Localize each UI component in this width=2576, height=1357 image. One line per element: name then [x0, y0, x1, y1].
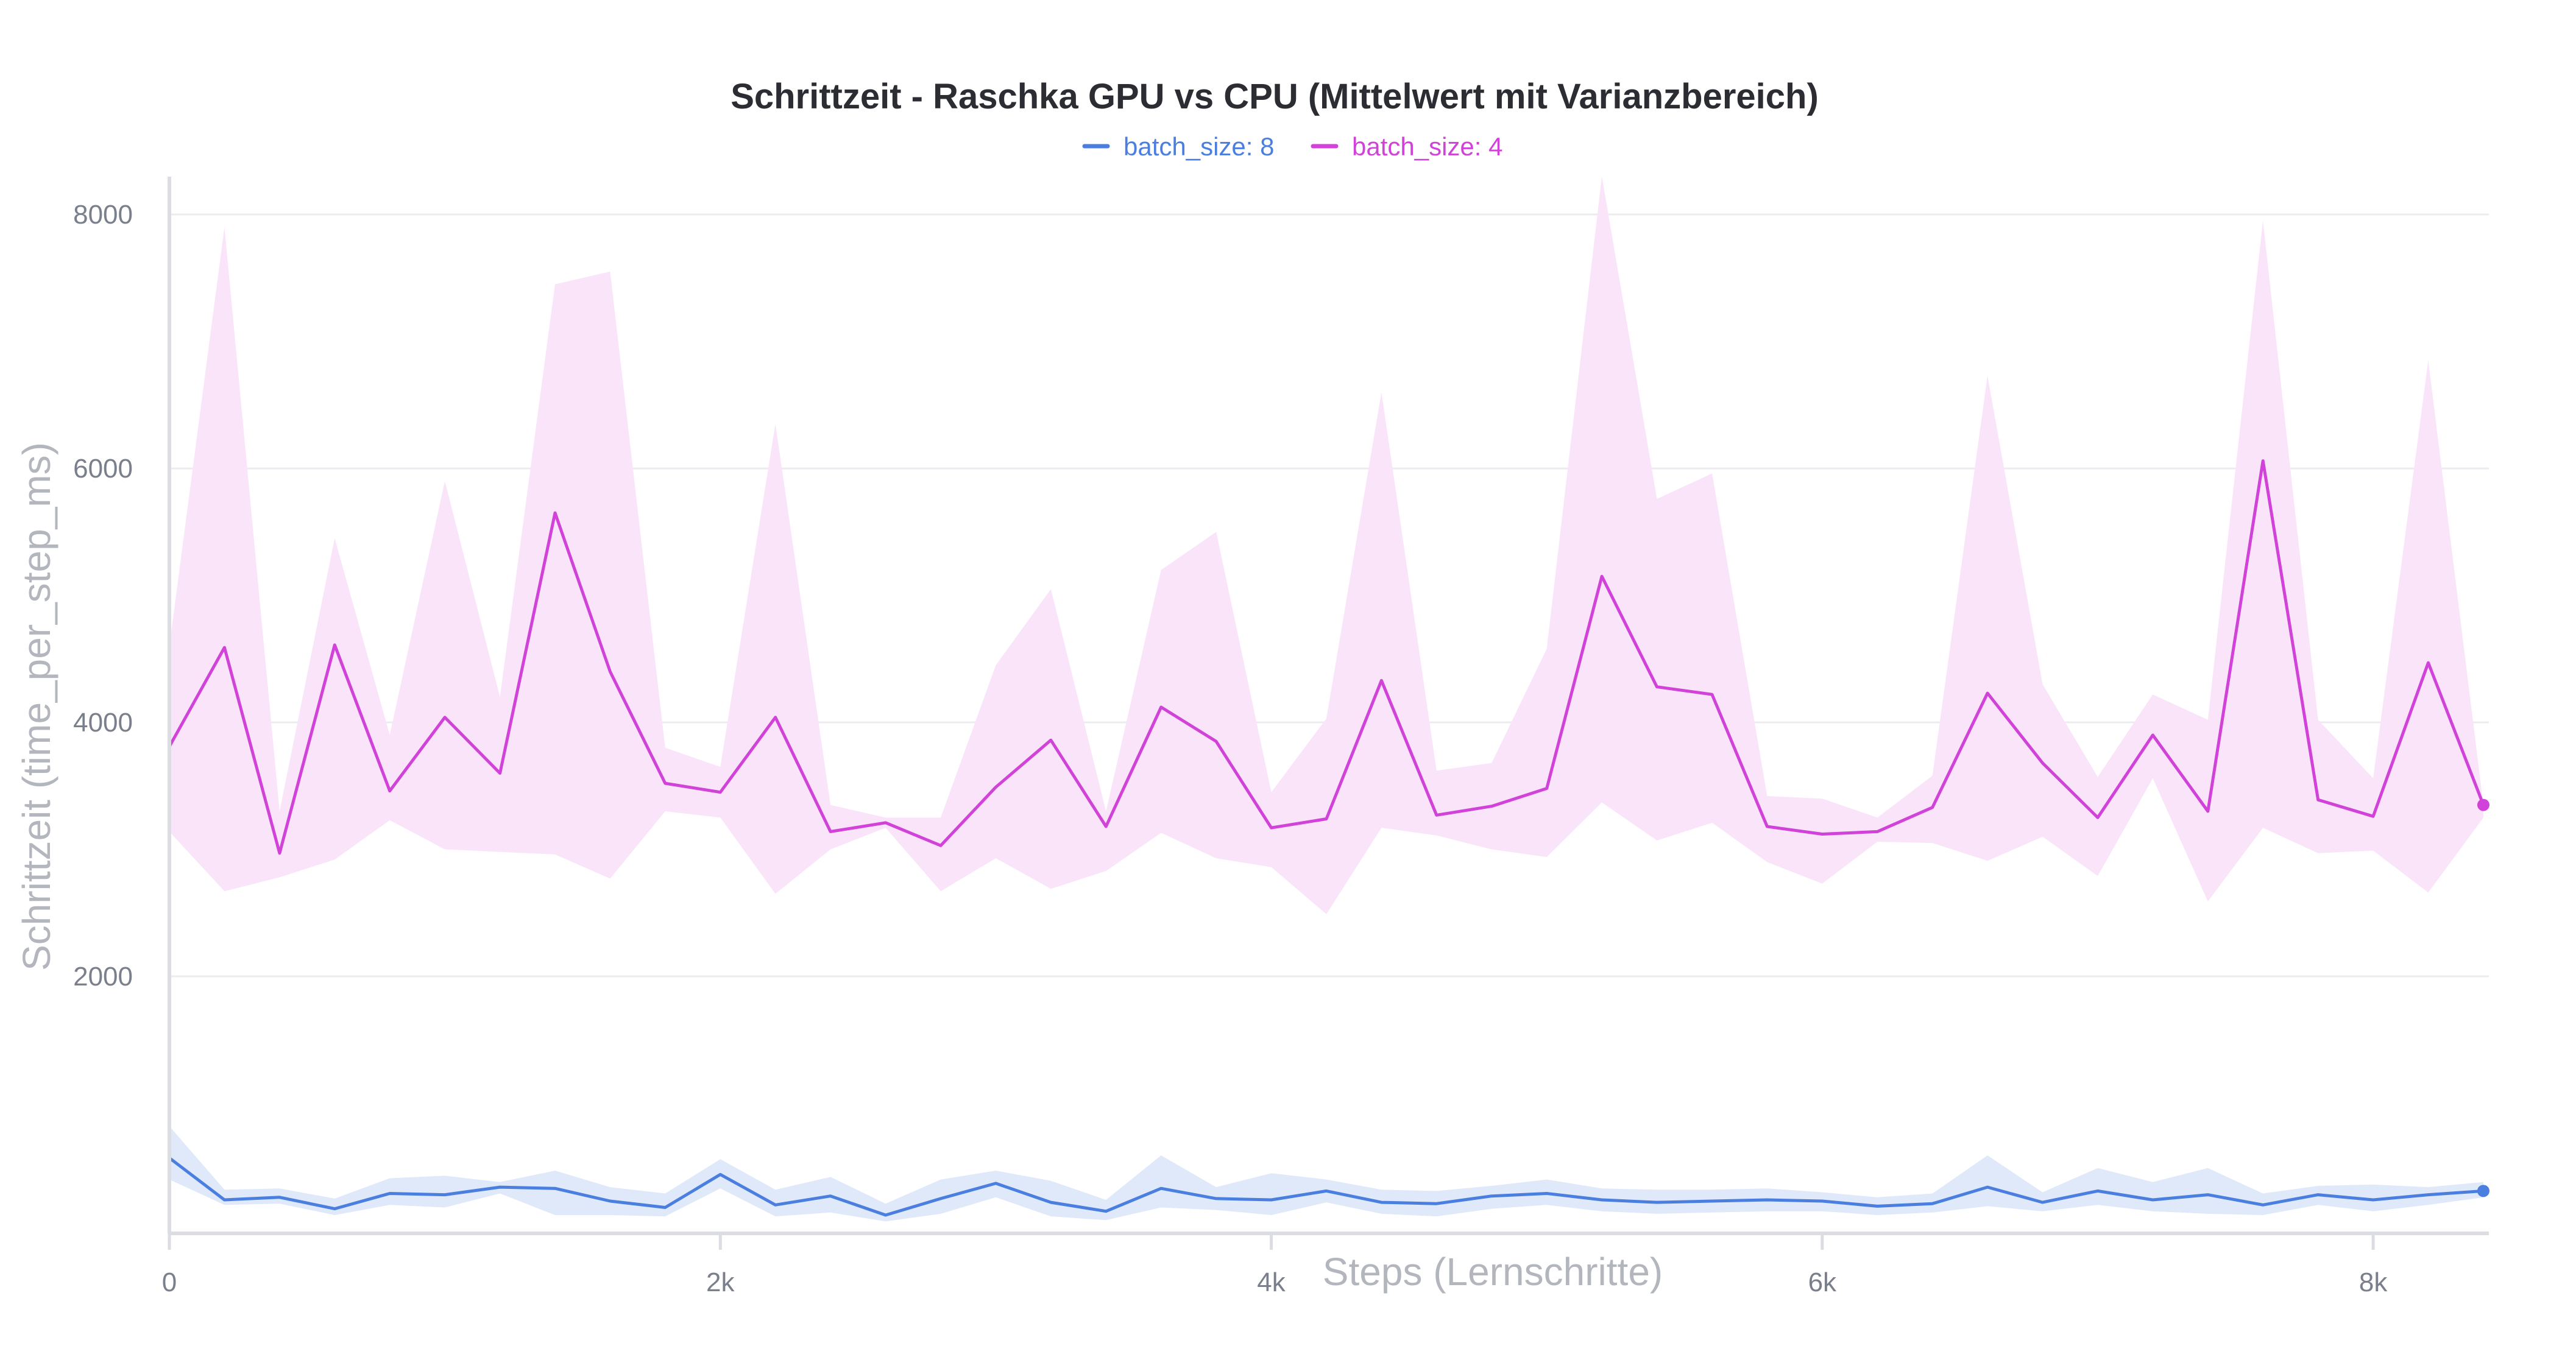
band-batch-size-8	[169, 1126, 2483, 1222]
legend-label-batch-size-4: batch_size: 4	[1352, 132, 1503, 161]
y-tick-label-8000: 8000	[73, 200, 133, 230]
y-axis-title: Schrittzeit (time_per_step_ms)	[15, 442, 58, 971]
x-tick-label-6000: 6k	[1808, 1267, 1837, 1297]
legend-label-batch-size-8: batch_size: 8	[1123, 132, 1275, 161]
end-point-batch-size-4	[2477, 798, 2489, 811]
y-tick-label-4000: 4000	[73, 708, 133, 738]
x-tick-label-4000: 4k	[1257, 1267, 1286, 1297]
line-batch-size-4	[168, 459, 2485, 855]
x-tick-label-8000: 8k	[2359, 1267, 2388, 1297]
tick-labels: 2000 4000 6000 8000 0 2k 4k 6k 8k	[73, 200, 2388, 1297]
end-points	[2477, 798, 2489, 1197]
variance-bands	[169, 176, 2483, 1222]
legend-item-batch-size-8[interactable]: batch_size: 8	[1082, 132, 1275, 161]
chart-title: Schrittzeit - Raschka GPU vs CPU (Mittel…	[731, 77, 1819, 116]
end-point-batch-size-8	[2477, 1185, 2489, 1197]
line-batch-size-8	[168, 1157, 2484, 1217]
x-tick-label-2000: 2k	[706, 1267, 735, 1297]
x-axis-title: Steps (Lernschritte)	[1323, 1250, 1663, 1294]
axes	[168, 177, 2489, 1250]
band-batch-size-4	[169, 176, 2483, 914]
legend: batch_size: 8 batch_size: 4	[1082, 132, 1503, 161]
y-tick-label-2000: 2000	[73, 962, 133, 992]
legend-item-batch-size-4[interactable]: batch_size: 4	[1311, 132, 1503, 161]
y-tick-label-6000: 6000	[73, 454, 133, 484]
mean-lines	[168, 459, 2485, 1217]
x-tick-label-0: 0	[162, 1267, 177, 1297]
